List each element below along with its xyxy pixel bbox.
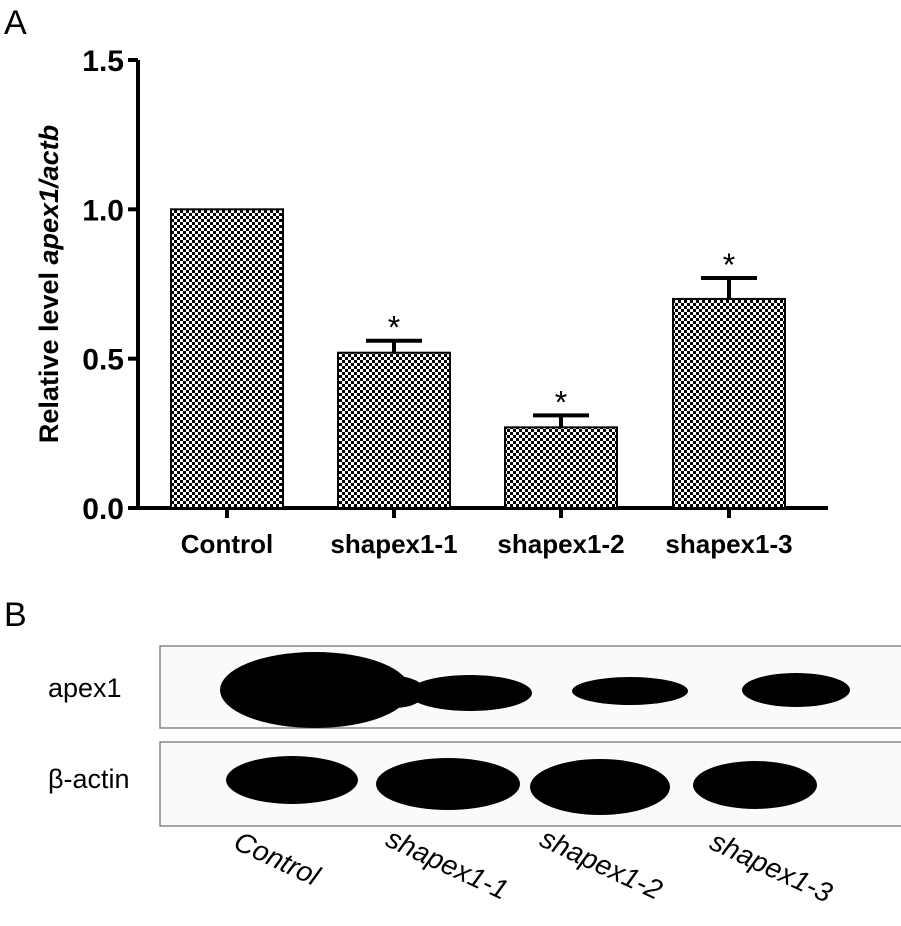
bar-shapex1-2 xyxy=(504,426,618,509)
blot-lane-label: Control xyxy=(229,825,325,892)
band-apex1 xyxy=(742,673,850,707)
bar-shapex1-1 xyxy=(337,351,451,509)
blot-row-label: apex1 xyxy=(48,673,122,703)
blot-lane-label: shapex1-3 xyxy=(705,825,837,909)
y-tick-label: 1.5 xyxy=(82,45,124,78)
band-actin xyxy=(226,756,358,804)
band-apex1 xyxy=(572,677,688,705)
significance-marker: * xyxy=(723,247,735,283)
band-actin xyxy=(693,761,817,809)
blot-lane-label: shapex1-2 xyxy=(535,822,667,906)
x-tick-label: shapex1-3 xyxy=(665,529,792,559)
band-apex1 xyxy=(220,652,410,728)
band-apex1 xyxy=(408,675,532,711)
bar-Control xyxy=(170,208,284,509)
x-tick-label: shapex1-1 xyxy=(330,529,457,559)
band-apex1 xyxy=(365,676,425,708)
y-tick-label: 0.0 xyxy=(82,493,124,526)
significance-marker: * xyxy=(388,310,400,346)
y-axis-title: Relative level apex1/actb xyxy=(34,125,64,443)
significance-marker: * xyxy=(555,384,567,420)
x-tick-label: shapex1-2 xyxy=(497,529,624,559)
bar-chart: 0.0 0.5 1.0 1.5 Relative level apex1/actb Con… xyxy=(34,45,828,559)
blot-lane-label: shapex1-1 xyxy=(381,822,513,905)
panel-a-label: A xyxy=(4,4,27,42)
panel-b-label: B xyxy=(4,596,27,634)
band-actin xyxy=(530,759,670,815)
band-actin xyxy=(376,758,520,810)
y-tick-label: 1.0 xyxy=(82,194,124,227)
bar-shapex1-3 xyxy=(672,297,786,509)
x-tick-label: Control xyxy=(181,529,273,559)
blot-row-label: β-actin xyxy=(48,764,130,794)
y-tick-label: 0.5 xyxy=(82,344,124,377)
